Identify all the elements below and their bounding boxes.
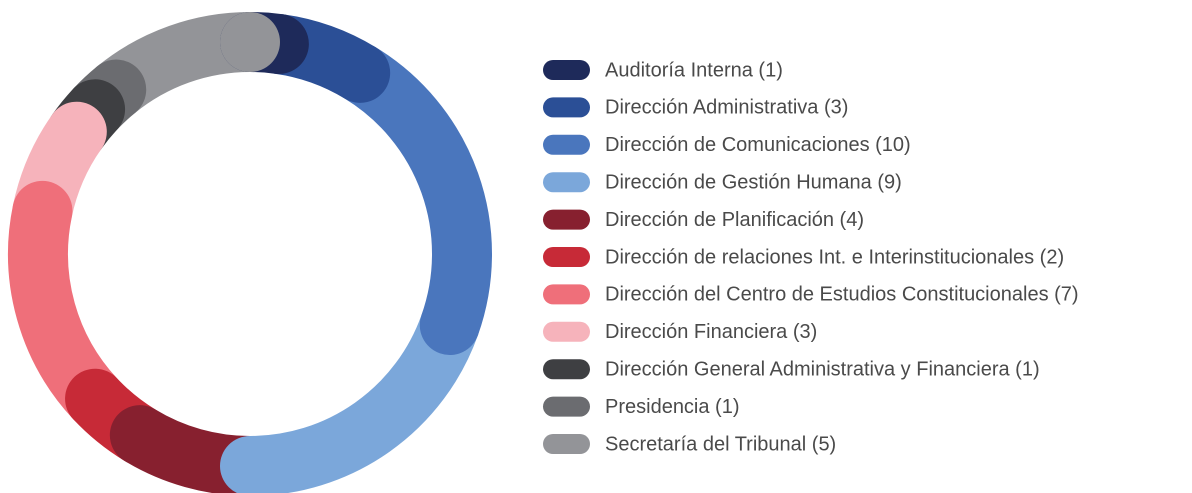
- legend-label: Dirección Administrativa (3): [605, 97, 848, 119]
- legend-swatch: [543, 134, 590, 155]
- legend-swatch: [543, 60, 590, 80]
- legend-label: Dirección de relaciones Int. e Interinst…: [605, 246, 1064, 268]
- legend-label: Auditoría Interna (1): [605, 59, 783, 81]
- legend-swatch: [543, 97, 590, 118]
- legend-swatch: [543, 396, 590, 417]
- donut-segment: [220, 294, 480, 493]
- legend-swatch: [543, 359, 590, 380]
- legend-swatch: [543, 209, 590, 230]
- legend-label: Dirección General Administrativa y Finan…: [605, 358, 1040, 380]
- legend-swatch: [543, 172, 590, 193]
- legend-swatch: [543, 247, 590, 267]
- donut-segment: [330, 42, 492, 355]
- legend-swatch: [543, 321, 590, 342]
- segment-cap: [220, 12, 280, 72]
- legend-swatch: [543, 284, 590, 305]
- legend-label: Dirección de Comunicaciones (10): [605, 134, 911, 156]
- legend-label: Presidencia (1): [605, 396, 740, 418]
- legend-swatch: [543, 434, 590, 454]
- legend-label: Secretaría del Tribunal (5): [605, 433, 836, 455]
- legend-label: Dirección de Gestión Humana (9): [605, 171, 902, 193]
- legend-label: Dirección Financiera (3): [605, 321, 817, 343]
- legend-label: Dirección de Planificación (4): [605, 209, 864, 231]
- legend-label: Dirección del Centro de Estudios Constit…: [605, 284, 1079, 306]
